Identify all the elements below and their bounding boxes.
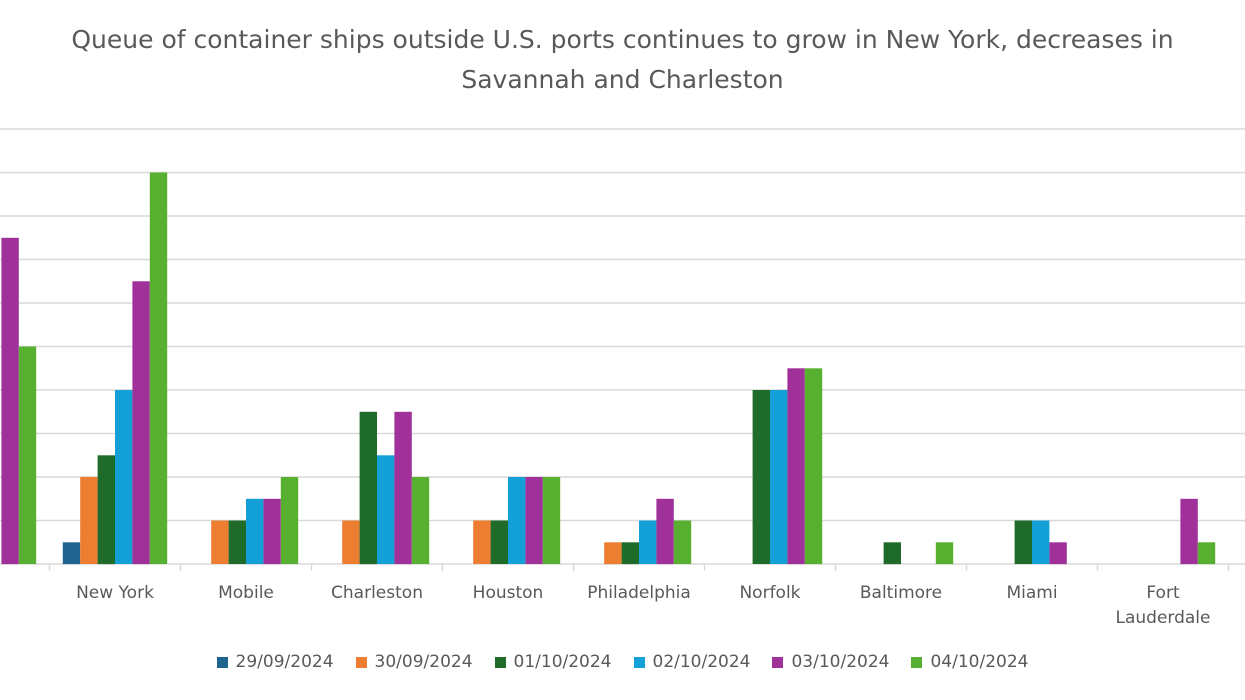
bar (525, 477, 543, 564)
x-tick-label: Philadelphia (587, 583, 691, 603)
bar (411, 477, 430, 564)
bar (1, 237, 19, 565)
bar (673, 520, 692, 564)
bar (1197, 542, 1216, 565)
legend-swatch (494, 656, 506, 668)
bar (246, 498, 264, 565)
bar (656, 498, 674, 565)
bar (1014, 520, 1032, 564)
bar (342, 520, 360, 564)
bar (621, 542, 639, 565)
legend-item: 01/10/2024 (494, 652, 612, 672)
x-tick-label: Charleston (331, 583, 423, 603)
bar (542, 477, 561, 564)
bar (1049, 542, 1067, 565)
legend-label: 30/09/2024 (374, 652, 473, 672)
chart-legend: 29/09/2024 30/09/2024 01/10/2024 02/10/2024… (0, 652, 1245, 672)
bar (115, 390, 133, 564)
bar (132, 281, 150, 565)
legend-swatch (216, 656, 228, 668)
bar (1180, 498, 1198, 565)
chart-title-line-1: Queue of container ships outside U.S. po… (71, 25, 1174, 54)
legend-swatch (633, 656, 645, 668)
bar (804, 368, 823, 565)
bar (787, 368, 805, 565)
legend-label: 04/10/2024 (930, 652, 1029, 672)
bar (490, 520, 508, 564)
bar (359, 411, 377, 565)
bar (883, 542, 901, 565)
bar (263, 498, 281, 565)
bar (80, 477, 98, 564)
bar (752, 390, 770, 564)
bar (377, 455, 395, 565)
chart-title: Queue of container ships outside U.S. po… (0, 20, 1245, 100)
bar (639, 520, 657, 564)
legend-swatch (355, 656, 367, 668)
bar (935, 542, 954, 565)
bar (149, 172, 168, 564)
legend-label: 01/10/2024 (513, 652, 612, 672)
bar (228, 520, 246, 564)
legend-swatch (911, 656, 923, 668)
x-tick-label: Fort (1146, 583, 1180, 603)
bar (770, 390, 788, 564)
legend-item: 02/10/2024 (633, 652, 751, 672)
x-tick-label: Baltimore (860, 583, 942, 603)
x-tick-label: Miami (1006, 583, 1057, 603)
bar (62, 542, 81, 565)
x-tick-label: Lauderdale (1116, 608, 1211, 628)
bar (280, 477, 299, 564)
bar (18, 346, 37, 564)
bar (1032, 520, 1050, 564)
legend-item: 30/09/2024 (355, 652, 473, 672)
legend-label: 03/10/2024 (791, 652, 890, 672)
bar (97, 455, 115, 565)
legend-label: 29/09/2024 (235, 652, 334, 672)
legend-item: 04/10/2024 (911, 652, 1028, 672)
x-tick-label: Norfolk (739, 583, 800, 603)
bar (508, 477, 526, 564)
bar (394, 411, 412, 565)
chart-title-line-2: Savannah and Charleston (461, 65, 784, 94)
x-tick-label: New York (76, 583, 154, 603)
legend-item: 03/10/2024 (772, 652, 889, 672)
bar (473, 520, 491, 564)
x-tick-label: Mobile (218, 583, 274, 603)
x-tick-label: Houston (473, 583, 544, 603)
bar (211, 520, 229, 564)
legend-label: 02/10/2024 (652, 652, 751, 672)
legend-swatch (772, 656, 784, 668)
legend-item: 29/09/2024 (216, 652, 334, 672)
bar (604, 542, 622, 565)
